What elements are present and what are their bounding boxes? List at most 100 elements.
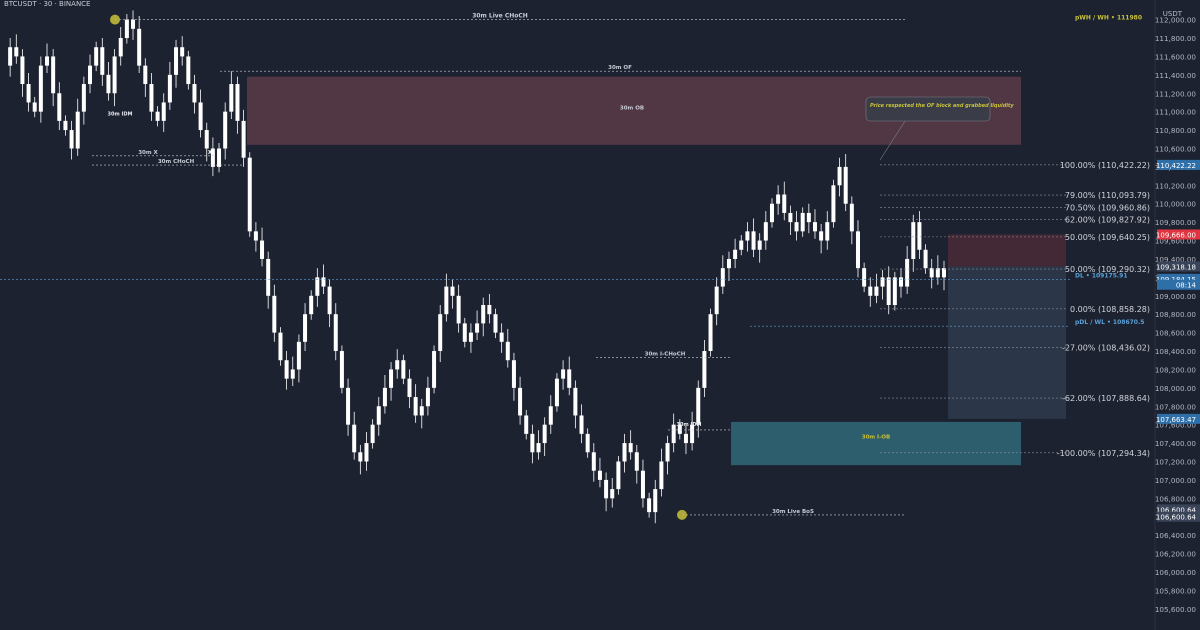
candle-body	[511, 360, 516, 388]
candle-body	[389, 369, 394, 388]
candle-body	[481, 304, 486, 324]
y-tick-label: 105,800.00	[1155, 586, 1197, 595]
candle-body	[444, 286, 449, 315]
candle-body	[536, 443, 541, 453]
candle-body	[530, 433, 535, 453]
candle-body	[690, 424, 695, 444]
candle-body	[763, 222, 768, 241]
candle-body	[339, 351, 344, 388]
annotation-label: 30m X	[138, 150, 158, 156]
swing-high-marker	[110, 14, 120, 25]
y-tick-label: 106,000.00	[1155, 568, 1197, 577]
candle-body	[659, 461, 664, 490]
candle-body	[849, 203, 854, 232]
candle-body	[333, 314, 338, 352]
candle-body	[303, 314, 308, 342]
candle-body	[407, 378, 412, 398]
candle-body	[38, 65, 43, 112]
candle-body	[51, 56, 56, 94]
price-tag	[1157, 504, 1200, 515]
y-tick-label: 110,800.00	[1155, 126, 1197, 135]
candle-body	[186, 56, 191, 85]
candle-body	[327, 286, 332, 315]
candle-body	[456, 295, 461, 324]
annotation-label: 30m I-CHoCH	[645, 351, 686, 357]
candle-body	[241, 120, 246, 158]
candle-body	[167, 74, 172, 103]
candle-body	[8, 47, 13, 66]
annotation-label: 30m OB	[620, 106, 644, 112]
annotation-label: 30m OF	[608, 65, 632, 71]
annotation-label: 30m I-OB	[862, 434, 891, 440]
candle-body	[665, 443, 670, 462]
candle-body	[161, 102, 166, 121]
candle-body	[880, 277, 885, 287]
y-tick-label: 109,800.00	[1155, 218, 1197, 227]
price-tag	[1157, 511, 1200, 522]
candle-body	[180, 47, 185, 57]
candle-body	[794, 222, 799, 232]
candle-body	[610, 489, 615, 499]
y-tick-label: 107,600.00	[1155, 421, 1197, 430]
candle-body	[573, 387, 578, 416]
fib-label: -62.00% (107,888.64)	[1062, 394, 1150, 403]
annotation-label: 30m IDM	[677, 422, 702, 428]
y-tick-label: 111,200.00	[1155, 89, 1197, 98]
candle-body	[395, 360, 400, 370]
candle-body	[352, 424, 357, 453]
candle-body	[278, 332, 283, 361]
price-tag	[1157, 279, 1200, 290]
candle-body	[579, 415, 584, 434]
candle-body	[831, 185, 836, 223]
candle-body	[309, 295, 314, 315]
candle-body	[911, 222, 916, 259]
candle-body	[198, 102, 203, 131]
candle-body	[143, 65, 148, 85]
candle-body	[524, 415, 529, 434]
candle-body	[487, 304, 492, 315]
fib-label: 70.50% (109,960.86)	[1065, 203, 1150, 212]
candle-body	[677, 424, 682, 434]
candle-body	[315, 277, 320, 296]
candle-body	[892, 277, 897, 305]
candle-body	[812, 222, 817, 232]
candle-body	[475, 323, 480, 333]
y-tick-label: 109,400.00	[1155, 255, 1197, 264]
candle-body	[628, 443, 633, 453]
candle-body	[100, 47, 105, 75]
candle-body	[131, 19, 136, 29]
candle-body	[14, 47, 19, 57]
candle-body	[745, 231, 750, 241]
candle-body	[94, 47, 99, 66]
candle-body	[874, 286, 879, 296]
candle-body	[942, 268, 946, 278]
y-tick-label: 107,400.00	[1155, 439, 1197, 448]
candle-body	[819, 231, 824, 241]
candle-body	[597, 470, 602, 480]
annotation-label: 30m Live CHoCH	[472, 13, 528, 20]
candle-body	[69, 130, 74, 149]
candle-body	[733, 249, 738, 259]
y-tick-label: 106,400.00	[1155, 531, 1197, 540]
candle-body	[493, 314, 498, 333]
candle-body	[720, 268, 725, 287]
candle-body	[81, 84, 86, 112]
candle-body	[266, 258, 271, 296]
candle-body	[825, 222, 830, 241]
candle-body	[714, 286, 719, 315]
candle-body	[769, 203, 774, 223]
swing-low-marker	[677, 509, 687, 520]
fib-label: 100.00% (110,422.22)	[1060, 161, 1150, 170]
candle-body	[346, 387, 351, 425]
candle-body	[438, 314, 443, 352]
price-tag-label: 109,318.18	[1156, 264, 1196, 272]
price-tag-label: 106,600.64	[1156, 506, 1197, 514]
candle-body	[223, 111, 228, 149]
fib-label: 50.00% (109,640.25)	[1065, 233, 1150, 242]
price-tag-label: 110,422.22	[1156, 162, 1196, 170]
price-tag	[1157, 229, 1200, 240]
price-tag-label: 109,666.00	[1156, 231, 1196, 239]
candle-body	[296, 341, 301, 370]
candle-body	[622, 443, 627, 462]
